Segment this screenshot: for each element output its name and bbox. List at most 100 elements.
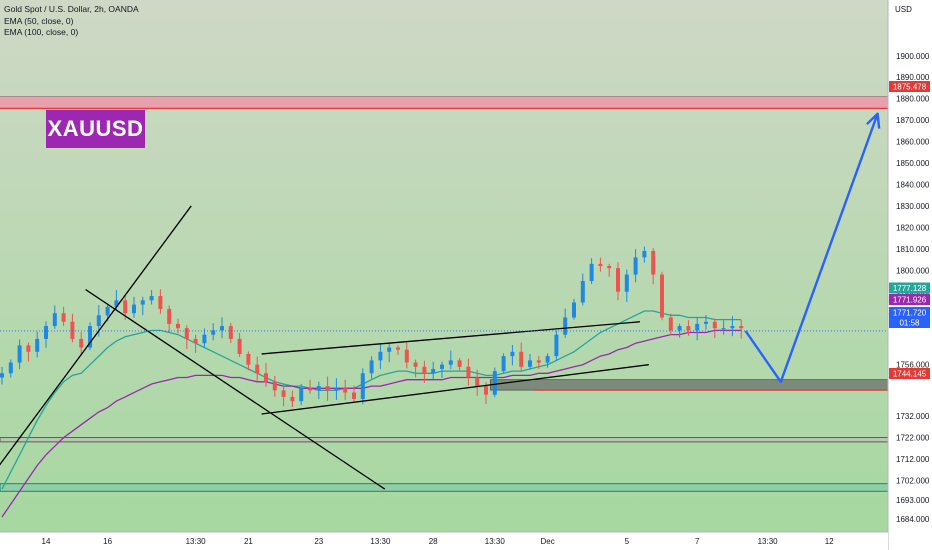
time-tick-label: 13:30: [758, 537, 779, 546]
time-tick-label: 13:30: [186, 537, 207, 546]
time-tick-label: 16: [103, 537, 112, 546]
time-tick-label: 14: [42, 537, 51, 546]
ema100-line: [1, 329, 742, 518]
candle: [668, 313, 673, 336]
candle: [237, 332, 242, 357]
price-tick-label: 1880.000: [896, 95, 930, 104]
candle: [404, 342, 409, 369]
price-tick-label: 1712.000: [896, 455, 930, 464]
candle: [70, 313, 75, 343]
candle: [686, 320, 691, 336]
candles-layer: [0, 246, 744, 408]
candle: [369, 356, 374, 379]
time-tick-label: Dec: [540, 537, 554, 546]
time-tick-label: 23: [314, 537, 323, 546]
ema50-price-label-box: [889, 282, 930, 294]
resistance-price-label-box: [889, 81, 930, 92]
candle: [422, 360, 427, 383]
candle: [325, 376, 330, 401]
candle: [88, 322, 92, 351]
candle: [44, 321, 48, 348]
candle: [334, 378, 339, 400]
candle: [536, 355, 541, 369]
time-tick-label: 5: [625, 537, 630, 546]
candle: [26, 342, 31, 362]
candle: [290, 390, 295, 408]
ema100-price-label-box: [889, 294, 930, 305]
candle: [545, 353, 550, 368]
price-tick-label: 1702.000: [896, 477, 930, 486]
price-tick-label: 1800.000: [896, 266, 930, 275]
candle: [448, 350, 453, 370]
time-tick-label: 28: [429, 537, 438, 546]
ema50-legend[interactable]: EMA (50, close, 0): [4, 15, 74, 26]
price-tick-label: 1840.000: [896, 180, 930, 189]
price-tick-label: 1810.000: [896, 245, 930, 254]
candle: [413, 359, 418, 378]
symbol-title[interactable]: Gold Spot / U.S. Dollar, 2h, OANDA: [4, 4, 139, 14]
price-tick-label: 1870.000: [896, 116, 930, 125]
candle: [343, 379, 348, 401]
candle: [220, 317, 224, 339]
price-tick-label: 1890.000: [896, 73, 930, 82]
price-tick-label: 1860.000: [896, 138, 930, 147]
candle: [211, 323, 216, 341]
support-zone: [490, 379, 889, 391]
candle: [721, 320, 726, 335]
resistance-zone: [0, 96, 888, 109]
candle: [8, 359, 13, 378]
candle: [554, 330, 559, 361]
price-tick-label: 1820.000: [896, 223, 930, 232]
chart-background: [0, 0, 888, 532]
time-tick-label: 21: [244, 537, 253, 546]
candle: [712, 318, 717, 339]
candle: [316, 381, 321, 400]
candle: [167, 305, 172, 333]
projection-arrowhead: [866, 112, 881, 129]
projection-arrow: [744, 113, 879, 384]
time-tick-label: 12: [825, 537, 834, 546]
candle: [492, 367, 497, 398]
price-tick-label: 1722.000: [896, 434, 930, 443]
currency-label: USD: [895, 5, 912, 14]
candle: [132, 296, 136, 318]
countdown-label: 01:58: [899, 319, 920, 328]
candle: [396, 345, 400, 355]
ema100-price-label: 1771.926: [893, 296, 927, 305]
projection-layer: [744, 112, 881, 384]
support-price-label-box: [889, 368, 930, 379]
candle: [572, 298, 576, 320]
candle: [264, 362, 268, 387]
candle: [466, 358, 471, 386]
candle: [642, 246, 647, 263]
ema100-legend[interactable]: EMA (100, close, 0): [4, 27, 79, 37]
candle: [616, 262, 620, 301]
candle: [475, 369, 480, 396]
candle: [308, 379, 312, 394]
horizontal-zone-1: [0, 437, 889, 443]
candle: [184, 325, 189, 350]
candle: [299, 383, 304, 406]
candle: [35, 331, 40, 358]
trendline-3: [261, 321, 641, 355]
candle: [0, 366, 4, 385]
time-tick-label: 13:30: [370, 537, 391, 546]
time-tick-label: 7: [695, 537, 700, 546]
candle: [158, 289, 163, 314]
price-tick-label: 1830.000: [896, 202, 930, 211]
ema50-price-label: 1777.128: [893, 284, 927, 293]
candle: [387, 343, 392, 363]
candle: [660, 271, 664, 321]
candle: [589, 258, 594, 285]
candle: [519, 342, 524, 371]
price-tick-label: 1693.000: [896, 496, 930, 505]
resistance-price-label: 1875.478: [893, 83, 927, 92]
candle: [510, 345, 515, 366]
support-price-label: 1744.145: [893, 370, 927, 379]
candle: [17, 339, 22, 370]
candle: [272, 375, 277, 397]
price-tick-label: 1900.000: [896, 52, 930, 61]
candle: [193, 334, 198, 353]
